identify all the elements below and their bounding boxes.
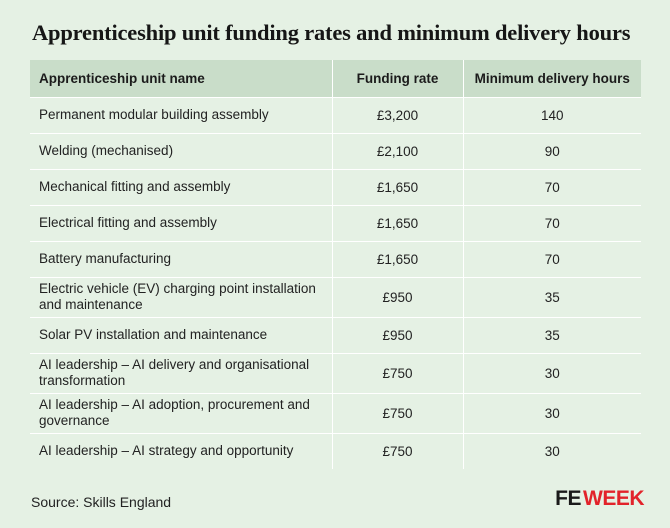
funding-rate-cell: £2,100: [332, 133, 464, 169]
table-row: Electric vehicle (EV) charging point ins…: [30, 277, 641, 317]
funding-rate-cell: £750: [332, 433, 464, 469]
funding-rate-cell: £1,650: [332, 169, 464, 205]
fe-week-logo: FEWEEK: [555, 487, 644, 511]
table-row: AI leadership – AI adoption, procurement…: [30, 393, 641, 433]
delivery-hours-cell: 35: [544, 327, 560, 343]
funding-rate-cell: £750: [332, 393, 464, 433]
table-row: AI leadership – AI strategy and opportun…: [30, 433, 641, 469]
funding-rate-cell: £950: [332, 317, 464, 353]
unit-name-cell: Electrical fitting and assembly: [30, 205, 333, 241]
delivery-hours-cell: 70: [544, 215, 560, 231]
funding-rate-cell: £1,650: [332, 241, 464, 277]
header-minimum-delivery-hours: Minimum delivery hours: [474, 70, 630, 86]
table-row: AI leadership – AI delivery and organisa…: [30, 353, 641, 393]
funding-rate-cell: £950: [332, 277, 464, 317]
delivery-hours-cell: 70: [544, 179, 560, 195]
delivery-hours-cell: 35: [544, 289, 560, 305]
unit-name-cell: AI leadership – AI adoption, procurement…: [30, 393, 333, 433]
table-row: Permanent modular building assembly £3,2…: [30, 97, 641, 133]
logo-week-text: WEEK: [583, 487, 645, 510]
table-row: Welding (mechanised) £2,100 90: [30, 133, 641, 169]
unit-name-cell: Permanent modular building assembly: [30, 97, 333, 133]
source-note: Source: Skills England: [31, 494, 172, 510]
unit-name-cell: Solar PV installation and maintenance: [30, 317, 333, 353]
delivery-hours-cell: 30: [544, 405, 560, 421]
logo-fe-text: FE: [555, 487, 581, 510]
page-title: Apprenticeship unit funding rates and mi…: [32, 20, 631, 45]
table-row: Mechanical fitting and assembly £1,650 7…: [30, 169, 641, 205]
table-row: Electrical fitting and assembly £1,650 7…: [30, 205, 641, 241]
unit-name-cell: Mechanical fitting and assembly: [30, 169, 333, 205]
delivery-hours-cell: 90: [544, 143, 560, 159]
unit-name-cell: Battery manufacturing: [30, 241, 333, 277]
header-funding-rate: Funding rate: [332, 60, 464, 97]
delivery-hours-cell: 30: [544, 365, 560, 381]
table-row: Solar PV installation and maintenance £9…: [30, 317, 641, 353]
delivery-hours-cell: 70: [544, 251, 560, 267]
funding-table: Apprenticeship unit name Funding rate Mi…: [30, 60, 641, 469]
delivery-hours-cell: 30: [544, 443, 560, 459]
funding-rate-cell: £1,650: [332, 205, 464, 241]
unit-name-cell: Welding (mechanised): [30, 133, 333, 169]
funding-rate-cell: £3,200: [332, 97, 464, 133]
table-row: Battery manufacturing £1,650 70: [30, 241, 641, 277]
table-header-row: Apprenticeship unit name Funding rate Mi…: [30, 60, 641, 97]
header-unit-name: Apprenticeship unit name: [30, 60, 333, 97]
delivery-hours-cell: 140: [540, 107, 564, 123]
unit-name-cell: AI leadership – AI delivery and organisa…: [30, 353, 333, 393]
unit-name-cell: Electric vehicle (EV) charging point ins…: [30, 277, 333, 317]
funding-rate-cell: £750: [332, 353, 464, 393]
unit-name-cell: AI leadership – AI strategy and opportun…: [30, 433, 333, 469]
